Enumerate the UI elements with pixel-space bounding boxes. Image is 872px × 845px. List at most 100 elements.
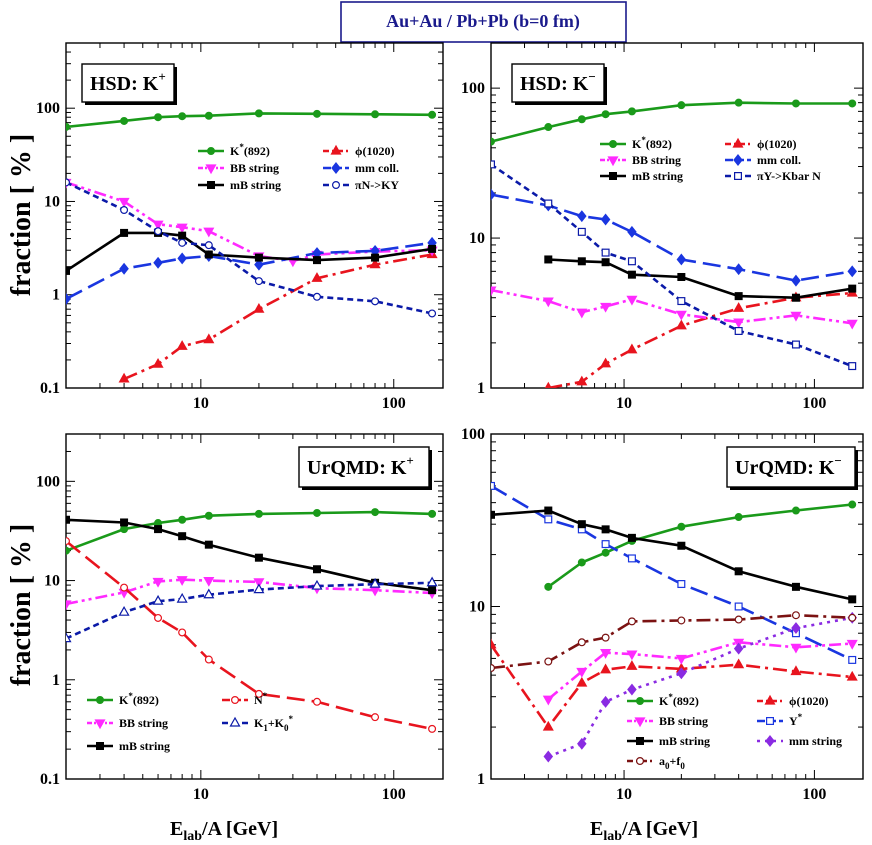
y-tick-label: 100: [36, 473, 60, 490]
data-point: [152, 357, 164, 368]
legend-item: mm string: [757, 734, 842, 748]
data-point: [577, 227, 586, 236]
x-tick-label: 10: [616, 786, 632, 803]
legend-marker: [608, 140, 617, 149]
data-point: [577, 115, 586, 124]
legend-label: K1+K0*: [254, 714, 294, 733]
series-line-ϕ(1020): [548, 291, 853, 388]
legend-marker: [332, 181, 341, 190]
data-point: [676, 667, 687, 680]
data-point: [544, 381, 552, 388]
x-axis-label-right: Elab/A [GeV]: [590, 818, 698, 844]
panel-title: HSD: K+: [81, 63, 177, 105]
x-ticks: 10 100: [65, 43, 406, 412]
data-point: [848, 500, 857, 509]
legend-label: mB string: [230, 178, 281, 192]
data-point: [626, 650, 638, 661]
data-point: [627, 683, 637, 696]
data-point: [544, 515, 553, 524]
data-point: [253, 578, 265, 589]
data-point: [66, 293, 71, 305]
data-point: [254, 509, 263, 518]
legend-marker: [635, 756, 644, 765]
title-box: [511, 63, 605, 103]
data-point: [66, 537, 70, 546]
data-point: [66, 266, 70, 275]
data-point: [369, 577, 381, 588]
data-point: [120, 518, 129, 527]
legend-label: mm coll.: [355, 161, 399, 175]
data-point: [791, 293, 800, 302]
data-point: [790, 311, 802, 322]
legend-item: ϕ(1020): [323, 144, 394, 158]
data-point: [253, 302, 265, 313]
series-line-K*(892): [547, 503, 853, 588]
data-point: [601, 525, 610, 534]
legend-marker: [765, 716, 774, 725]
data-point: [846, 319, 858, 330]
title-box: [81, 63, 175, 103]
data-point: [66, 600, 72, 611]
y-tick-label: 1: [477, 771, 485, 788]
data-point: [627, 533, 636, 542]
panel-hsd_kminus: 10 100 1 10 100 HSD: K− K*(892) BB string mB str…: [461, 42, 864, 412]
data-point: [733, 318, 745, 329]
y-tick-label: 10: [469, 230, 485, 247]
data-point: [675, 319, 687, 330]
data-point: [371, 713, 380, 722]
data-point: [791, 274, 801, 287]
x-ticks: 10 100: [490, 43, 826, 412]
y-tick-label: 100: [461, 426, 485, 443]
legend-marker: [94, 719, 106, 730]
data-point: [627, 617, 636, 626]
panel-title-sup: −: [834, 453, 841, 468]
data-point: [601, 633, 610, 642]
data-point: [66, 632, 72, 643]
data-point: [176, 576, 188, 586]
data-point: [791, 99, 800, 108]
legend-item: ϕ(1020): [725, 137, 796, 151]
data-point: [254, 109, 263, 118]
data-point: [627, 107, 636, 116]
data-point: [176, 340, 188, 350]
data-point: [627, 270, 636, 279]
legend-label: K*(892): [119, 691, 159, 707]
data-point: [577, 520, 586, 529]
data-point: [311, 579, 323, 590]
data-point: [626, 295, 638, 306]
data-point: [791, 506, 800, 515]
data-point: [152, 594, 164, 605]
legend-item: ϕ(1020): [757, 694, 828, 708]
data-point: [426, 576, 438, 587]
data-point: [491, 286, 497, 297]
data-point: [601, 258, 610, 267]
legend: K*(892) BB string mB string N* K1+K0*: [87, 691, 294, 753]
y-axis-label-top: fraction [ % ]: [6, 134, 37, 297]
data-point: [676, 253, 687, 266]
legend-item: K1+K0*: [222, 714, 294, 733]
legend-item: K*(892): [198, 142, 270, 158]
y-tick-label: 10: [44, 573, 60, 590]
panel-title-sup: +: [406, 453, 413, 468]
data-point: [734, 513, 743, 522]
data-point: [677, 522, 686, 531]
data-point: [675, 654, 687, 665]
data-point: [204, 540, 213, 549]
series-line-K*(892): [491, 101, 853, 143]
y-ticks: 0.1 1 10 100: [36, 42, 443, 397]
x-ticks: 10 100: [490, 434, 826, 803]
legend-marker: [635, 736, 644, 745]
legend-marker: [229, 716, 241, 727]
legend-marker: [207, 147, 216, 156]
legend-marker: [231, 695, 240, 704]
legend: K*(892) BB string mB string a0+f0 ϕ(1020) Y* m…: [627, 692, 842, 771]
data-point: [601, 110, 610, 119]
data-point: [66, 122, 70, 131]
data-point: [312, 109, 321, 118]
data-point: [542, 720, 554, 731]
data-point: [118, 197, 130, 208]
data-point: [576, 308, 588, 319]
series-group: [66, 109, 438, 383]
legend-marker: [732, 137, 744, 148]
data-point: [600, 357, 612, 368]
